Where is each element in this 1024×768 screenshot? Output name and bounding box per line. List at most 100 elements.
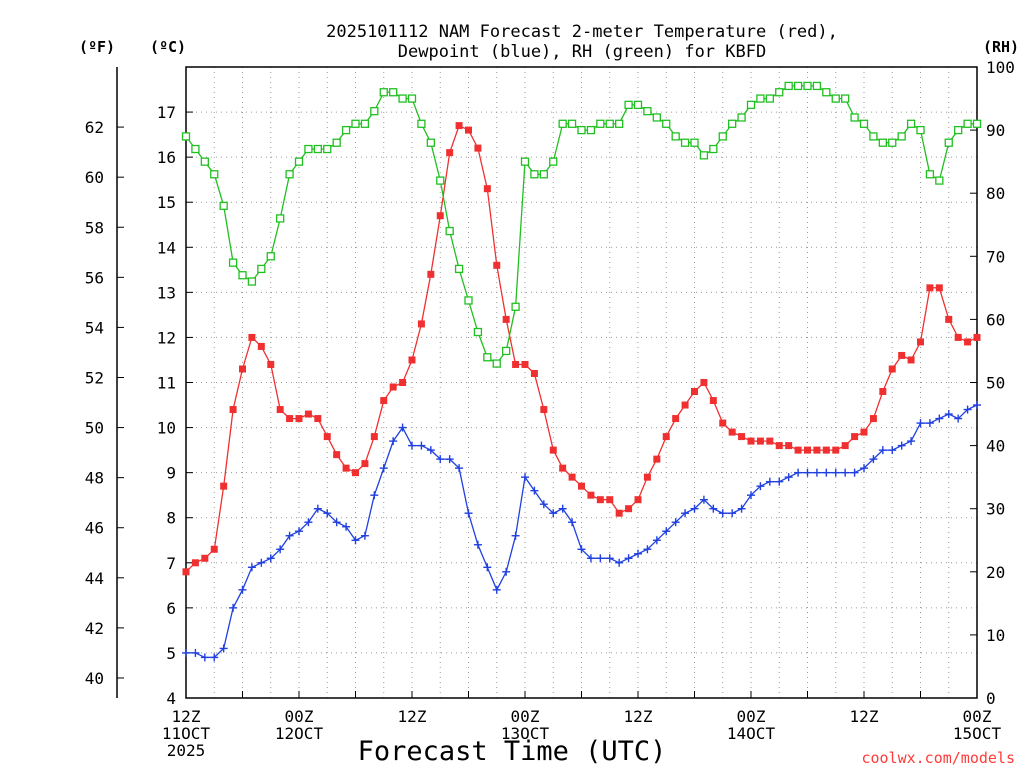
dewpoint-point	[784, 473, 793, 482]
rh-point	[464, 296, 473, 305]
dewpoint-point	[615, 558, 624, 567]
rh-point	[662, 119, 671, 128]
celsius-tick-label: 9	[166, 464, 176, 483]
rh-point	[586, 125, 596, 135]
temperature-point	[700, 379, 708, 386]
x-tick-label: 12OCT	[275, 724, 324, 743]
x-tick-label: 00Z	[963, 707, 992, 726]
dewpoint-point	[389, 437, 398, 446]
chart-title-line1: 2025101112 NAM Forecast 2-meter Temperat…	[326, 22, 838, 42]
temperature-point	[813, 446, 821, 454]
dewpoint-point	[935, 414, 944, 423]
temperature-point	[935, 284, 943, 292]
x-tick-label: 2025	[167, 741, 206, 760]
temperature-point	[634, 496, 642, 504]
x-axis-title: Forecast Time (UTC)	[358, 736, 667, 767]
rh-point	[454, 264, 464, 274]
rh-point	[351, 119, 360, 128]
dewpoint-point	[652, 536, 661, 545]
x-tick-label: 12Z	[172, 707, 201, 726]
temperature-point	[342, 464, 350, 472]
temperature-point	[380, 397, 388, 405]
temperature-point	[728, 428, 736, 436]
dewpoint-point	[191, 648, 200, 657]
rh-tick-label: 70	[986, 247, 1005, 266]
dewpoint-point	[596, 554, 605, 563]
rh-point	[633, 100, 643, 110]
x-tick-label: 12Z	[850, 707, 879, 726]
rh-point	[916, 125, 925, 135]
rh-point	[549, 157, 558, 166]
dewpoint-point	[869, 455, 878, 464]
dewpoint-point	[200, 653, 209, 662]
temperature-point	[747, 437, 755, 445]
rh-point	[502, 346, 511, 356]
dewpoint-point	[605, 554, 614, 563]
rh-point	[793, 81, 803, 91]
series-rh	[181, 81, 982, 368]
dewpoint-point	[747, 491, 755, 500]
dewpoint-point	[332, 518, 341, 527]
rh-point	[398, 94, 407, 103]
celsius-tick-label: 13	[157, 283, 176, 302]
rh-point	[859, 119, 869, 128]
dewpoint-point	[219, 644, 228, 653]
fahrenheit-tick-label: 46	[85, 519, 104, 538]
axes	[116, 66, 978, 699]
rh-point	[445, 226, 454, 236]
temperature-point	[229, 406, 237, 414]
rh-tick-label: 60	[986, 310, 1005, 329]
dewpoint-point	[323, 509, 332, 518]
celsius-tick-label: 4	[166, 689, 176, 708]
temperature-point	[851, 433, 859, 441]
dewpoint-point	[558, 504, 567, 513]
rh-point	[652, 113, 661, 122]
rh-point	[483, 353, 492, 362]
temperature-point	[907, 356, 915, 364]
celsius-tick-label: 6	[166, 599, 176, 618]
dewpoint-point	[916, 419, 925, 428]
axis-labels: 4042444648505254565860624567891011121314…	[85, 58, 1015, 760]
dewpoint-point	[539, 500, 548, 509]
temperature-point	[201, 554, 209, 562]
dewpoint-point	[897, 441, 906, 450]
dewpoint-point	[417, 441, 426, 450]
dewpoint-point	[718, 509, 727, 518]
rh-point	[775, 88, 784, 97]
temperature-point	[191, 559, 199, 567]
dewpoint-point	[266, 554, 275, 563]
temperature-point	[898, 351, 906, 359]
celsius-tick-label: 11	[157, 374, 176, 393]
temperature-point	[455, 122, 463, 130]
temperature-point	[483, 185, 491, 193]
temperature-point	[436, 212, 444, 220]
temperature-point	[832, 446, 840, 454]
fahrenheit-tick-label: 40	[85, 669, 104, 688]
rh-point	[181, 132, 191, 141]
rh-point	[417, 119, 426, 128]
temperature-point	[239, 365, 246, 373]
temperature-point	[389, 383, 397, 391]
x-tick-label: 14OCT	[727, 724, 776, 743]
temperature-point	[615, 509, 623, 517]
temperature-point	[417, 320, 425, 328]
dewpoint-point	[521, 473, 529, 482]
temperature-point	[860, 428, 868, 436]
rh-point	[878, 138, 887, 147]
dewpoint-point	[285, 531, 294, 540]
dewpoint-point	[182, 648, 190, 657]
x-tick-label: 00Z	[511, 707, 540, 726]
temperature-point	[691, 388, 698, 396]
dewpoint-point	[671, 518, 680, 527]
dewpoint-point	[963, 405, 972, 414]
rh-tick-label: 90	[986, 121, 1005, 140]
dewpoint-point	[681, 509, 690, 518]
temperature-point	[502, 315, 510, 323]
temperature-point	[625, 505, 633, 513]
rh-point	[944, 138, 953, 147]
dewpoint-point	[577, 545, 586, 554]
fahrenheit-tick-label: 60	[85, 168, 104, 187]
rh-point	[954, 125, 963, 135]
rh-point	[869, 132, 878, 141]
dewpoint-point	[210, 653, 219, 662]
